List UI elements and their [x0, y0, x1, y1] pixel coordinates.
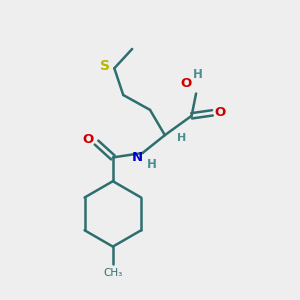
Text: O: O — [82, 133, 94, 146]
Text: S: S — [100, 59, 110, 73]
Text: H: H — [177, 133, 186, 143]
Text: O: O — [180, 76, 191, 90]
Text: O: O — [214, 106, 226, 119]
Text: H: H — [146, 158, 156, 171]
Text: N: N — [132, 151, 143, 164]
Text: CH₃: CH₃ — [103, 268, 122, 278]
Text: H: H — [193, 68, 202, 81]
